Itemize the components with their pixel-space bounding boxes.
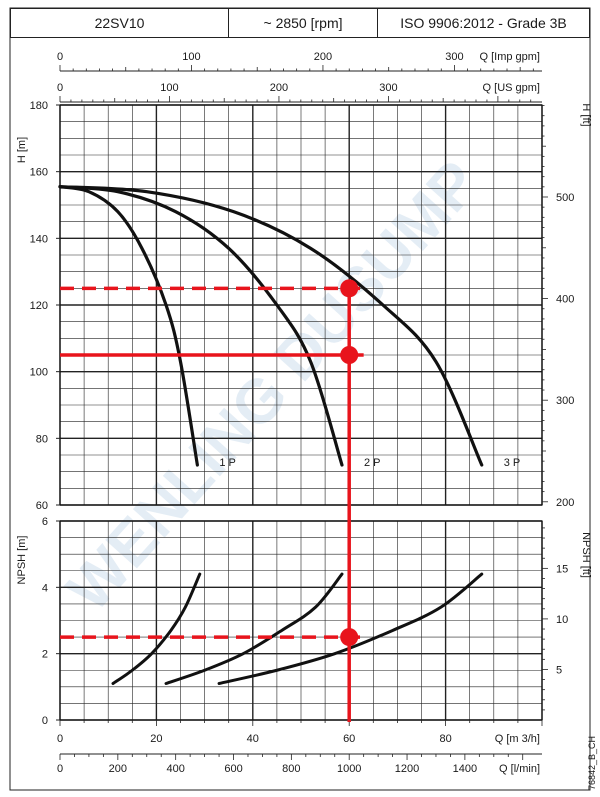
y-right-tick-label: 400 <box>556 294 574 306</box>
npsh-curve-1p <box>111 572 202 686</box>
npsh-curve-2p <box>164 572 344 686</box>
x2-tick-label: 1200 <box>395 763 419 775</box>
x-tick-label: 40 <box>247 733 259 745</box>
y-right-tick-label: 300 <box>556 395 574 407</box>
x2-tick-label: 1400 <box>453 763 477 775</box>
npsh-y-right-tick-label: 5 <box>556 664 562 676</box>
y-right-tick-label: 200 <box>556 497 574 509</box>
doc-code: 76842_B_CH <box>587 736 597 790</box>
y-tick-label: 180 <box>30 100 48 112</box>
top-axis-tick-label: 0 <box>57 82 63 94</box>
model-label: 22SV10 <box>10 8 229 38</box>
bottom-axes: 0 20 40 60 80 Q [m 3/h] 0 200 400 600 800 1000 1200 1… <box>57 720 597 790</box>
x-tick-label: 0 <box>57 733 63 745</box>
npsh-y-tick-label: 6 <box>42 516 48 528</box>
y-tick-label: 160 <box>30 167 48 179</box>
operating-point-overlay <box>60 279 364 722</box>
head-operating-point-1 <box>340 346 359 364</box>
x-tick-label: 20 <box>150 733 162 745</box>
x2-tick-label: 1000 <box>337 763 361 775</box>
npsh-y-tick-label: 2 <box>42 649 48 661</box>
x2-tick-label: 200 <box>109 763 127 775</box>
x2-axis-title: Q [l/min] <box>499 763 540 775</box>
y-right-axis-title: H [ft] <box>580 103 592 126</box>
npsh-y-right-tick-label: 10 <box>556 614 568 626</box>
head-curve-1p <box>58 185 199 467</box>
head-curve-3p <box>58 185 484 467</box>
top-axis-title: Q [Imp gpm] <box>479 51 540 63</box>
npsh-y-tick-label: 0 <box>42 715 48 727</box>
y-tick-label: 100 <box>30 367 48 379</box>
head-curve-2p <box>58 185 344 467</box>
top-axis-tick-label: 300 <box>445 51 463 63</box>
y-tick-label: 80 <box>36 433 48 445</box>
x2-tick-label: 600 <box>224 763 242 775</box>
top-axis-tick-label: 200 <box>270 82 288 94</box>
y-tick-label: 60 <box>36 500 48 512</box>
outer-frame <box>9 7 591 791</box>
npsh-y-axis-title: NPSH [m] <box>16 536 28 585</box>
y-axis-title: H [m] <box>16 137 28 163</box>
top-axis-tick-label: 0 <box>57 51 63 63</box>
series-label-2p: 2 P <box>364 457 381 469</box>
x2-tick-label: 400 <box>167 763 185 775</box>
x2-tick-label: 0 <box>57 763 63 775</box>
x-tick-label: 80 <box>439 733 451 745</box>
top-axes: 0 100 200 300 Q [Imp gpm]0 100 200 300 Q [US gpm… <box>9 7 591 791</box>
series-label-3p: 3 P <box>504 457 521 469</box>
x-tick-label: 60 <box>343 733 355 745</box>
top-axis-tick-label: 100 <box>182 51 200 63</box>
npsh-curve-3p <box>217 572 484 686</box>
head-operating-point-0 <box>340 279 359 298</box>
npsh-chart: 0 2 4 6 NPSH [m] 5 10 15 NPSH [ft] <box>16 516 592 727</box>
series-label-1p: 1 P <box>219 457 236 469</box>
speed-label: ~ 2850 [rpm] <box>228 8 378 38</box>
x2-tick-label: 800 <box>282 763 300 775</box>
npsh-operating-point-0 <box>340 628 359 647</box>
head-chart: 60 80 100 120 140 160 180 H [m] 200 300 400 500 H [f… <box>16 100 592 512</box>
standard-label: ISO 9906:2012 - Grade 3B <box>377 8 590 38</box>
y-right-tick-label: 500 <box>556 192 574 204</box>
top-axis-tick-label: 100 <box>160 82 178 94</box>
npsh-y-tick-label: 4 <box>42 582 48 594</box>
y-tick-label: 140 <box>30 233 48 245</box>
y-tick-label: 120 <box>30 300 48 312</box>
top-axis-tick-label: 300 <box>379 82 397 94</box>
npsh-y-right-tick-label: 15 <box>556 563 568 575</box>
x-axis-title: Q [m 3/h] <box>495 733 540 745</box>
npsh-y-right-axis-title: NPSH [ft] <box>580 532 592 578</box>
top-axis-tick-label: 200 <box>314 51 332 63</box>
top-axis-title: Q [US gpm] <box>483 82 540 94</box>
